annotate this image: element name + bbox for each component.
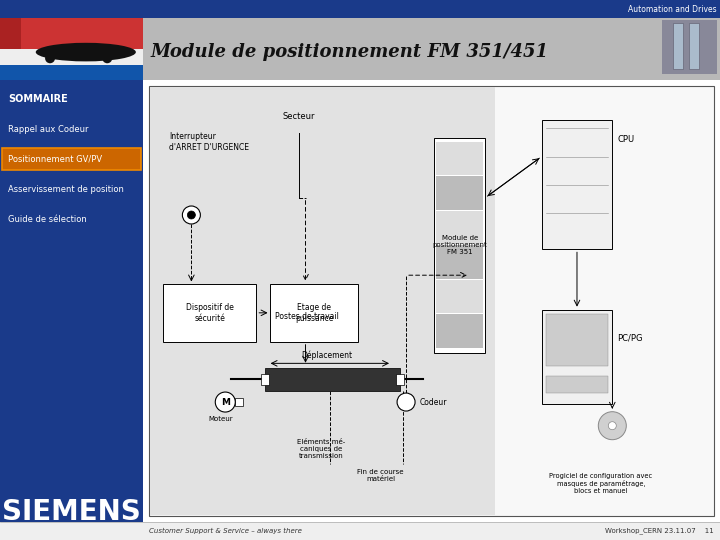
Text: PC/PG: PC/PG: [617, 334, 643, 342]
Bar: [436, 314, 483, 348]
Bar: [0, 18, 143, 80]
Text: Dispositif de
sécurité: Dispositif de sécurité: [186, 303, 234, 322]
Text: Module de positionnement FM 351/451: Module de positionnement FM 351/451: [151, 43, 549, 61]
Bar: [436, 280, 483, 313]
Bar: [2, 148, 141, 170]
Text: M: M: [221, 397, 230, 407]
Circle shape: [182, 206, 200, 224]
Bar: [436, 176, 483, 210]
Text: CPU: CPU: [617, 135, 634, 144]
Bar: [265, 368, 400, 392]
Ellipse shape: [36, 43, 136, 62]
Text: Postes de travail: Postes de travail: [275, 312, 339, 321]
Bar: [397, 374, 405, 386]
Text: Automation and Drives: Automation and Drives: [629, 4, 717, 14]
Bar: [271, 284, 358, 342]
Bar: [149, 86, 714, 516]
Bar: [436, 245, 483, 279]
Circle shape: [215, 392, 235, 412]
Bar: [235, 398, 243, 406]
Text: Asservissement de position: Asservissement de position: [8, 185, 124, 193]
Text: Déplacement: Déplacement: [302, 350, 353, 360]
Text: Workshop_CERN 23.11.07    11: Workshop_CERN 23.11.07 11: [606, 528, 714, 535]
Text: Customer Support & Service – always there: Customer Support & Service – always ther…: [149, 528, 302, 534]
Text: Moteur: Moteur: [208, 416, 233, 422]
Text: Guide de sélection: Guide de sélection: [8, 214, 86, 224]
Bar: [150, 87, 495, 515]
Text: Eléments mé-
caniques de
transmission: Eléments mé- caniques de transmission: [297, 440, 346, 460]
Text: Progiciel de configuration avec
masques de paramétrage,
blocs et manuel: Progiciel de configuration avec masques …: [549, 473, 652, 494]
Circle shape: [608, 422, 616, 430]
Bar: [0, 64, 143, 80]
Bar: [261, 374, 269, 386]
Bar: [673, 23, 683, 69]
Bar: [0, 522, 720, 540]
Text: SIEMENS: SIEMENS: [2, 498, 141, 526]
Bar: [163, 284, 256, 342]
Text: Rappel aux Codeur: Rappel aux Codeur: [8, 125, 89, 133]
Bar: [689, 23, 699, 69]
Text: Fin de course
matériel: Fin de course matériel: [357, 469, 404, 482]
Text: SOMMAIRE: SOMMAIRE: [8, 94, 68, 104]
Bar: [546, 376, 608, 393]
Bar: [434, 138, 485, 353]
Text: Positionnement GV/PV: Positionnement GV/PV: [8, 154, 102, 164]
Bar: [0, 49, 143, 71]
Bar: [436, 141, 483, 175]
Circle shape: [598, 411, 626, 440]
Bar: [662, 20, 717, 74]
Circle shape: [102, 53, 112, 63]
Circle shape: [187, 211, 195, 219]
Text: Secteur: Secteur: [282, 112, 315, 120]
Circle shape: [397, 393, 415, 411]
Bar: [0, 0, 720, 18]
Text: Module de
positionnement
FM 351: Module de positionnement FM 351: [433, 235, 487, 255]
Bar: [546, 314, 608, 366]
Text: Etage de
puissance: Etage de puissance: [295, 303, 333, 322]
Bar: [143, 0, 720, 80]
Bar: [541, 309, 612, 404]
Bar: [0, 0, 143, 540]
Text: Codeur: Codeur: [420, 397, 448, 407]
Text: Interrupteur
d'ARRET D'URGENCE: Interrupteur d'ARRET D'URGENCE: [168, 132, 249, 152]
Bar: [0, 18, 22, 80]
Bar: [436, 211, 483, 244]
Bar: [541, 120, 612, 249]
Circle shape: [45, 53, 55, 63]
